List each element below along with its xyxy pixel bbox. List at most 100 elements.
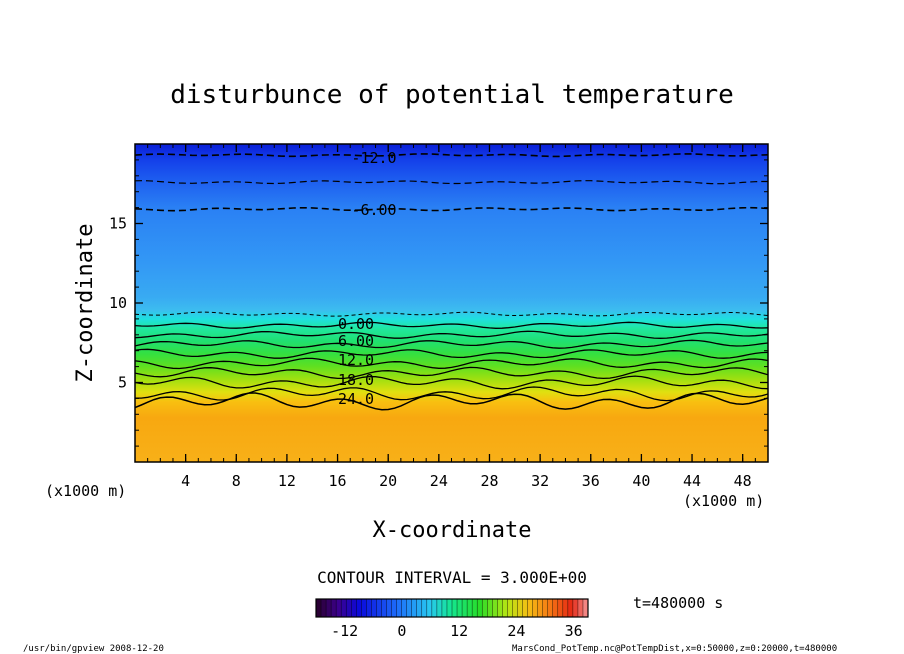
colorbar-cell (371, 599, 377, 617)
colorbar-cell (522, 599, 528, 617)
colorbar (315, 599, 589, 617)
colorbar-cell (351, 599, 357, 617)
colorbar-cell (316, 599, 322, 617)
colorbar-tick-label: 24 (507, 622, 525, 640)
colorbar-cell (401, 599, 408, 617)
contour-label-0: 0.00 (338, 315, 374, 333)
x-tick-label: 20 (379, 472, 397, 490)
colorbar-cell (557, 599, 564, 617)
x-tick-label: 8 (232, 472, 241, 490)
colorbar-cell (507, 599, 513, 617)
x-tick-label: 32 (531, 472, 549, 490)
colorbar-tick-label: 36 (565, 622, 583, 640)
colorbar-cell (472, 599, 478, 617)
contour-label-18: 18.0 (338, 371, 374, 389)
colorbar-cell (446, 599, 453, 617)
colorbar-cell (421, 599, 428, 617)
colorbar-cell (527, 599, 533, 617)
colorbar-cell (482, 599, 488, 617)
contour-label-minus12: -12.0 (351, 149, 396, 167)
x-tick-label: 12 (278, 472, 296, 490)
colorbar-cell (457, 599, 463, 617)
colorbar-cell (396, 599, 403, 617)
colorbar-cell (537, 599, 544, 617)
x-tick-label: 16 (329, 472, 347, 490)
contour-label-6: 6.00 (338, 332, 374, 350)
footer-right: MarsCond_PotTemp.nc@PotTempDist,x=0:5000… (512, 644, 837, 654)
contour-line (135, 392, 768, 411)
footer-left: /usr/bin/gpview 2008-12-20 (23, 644, 164, 654)
contour-field (135, 144, 768, 462)
y-axis: 5 10 15 (109, 215, 768, 392)
x-tick-label: 36 (582, 472, 600, 490)
colorbar-cell (431, 599, 438, 617)
field-fill (135, 144, 768, 462)
colorbar-cell (441, 599, 448, 617)
contour-line (135, 348, 768, 359)
contour-label-24: 24.0 (338, 390, 374, 408)
colorbar-cell (532, 599, 539, 617)
colorbar-cell (356, 599, 362, 617)
time-label: t=480000 s (633, 594, 723, 612)
colorbar-cell (391, 599, 397, 617)
contour-lines (135, 153, 768, 411)
x-axis-label: X-coordinate (373, 518, 532, 543)
colorbar-cell (487, 599, 493, 617)
contour-line (135, 330, 768, 339)
colorbar-cell (467, 599, 473, 617)
colorbar-cell (462, 599, 468, 617)
chart-title: disturbunce of potential temperature (170, 80, 734, 110)
contour-line (135, 321, 768, 329)
x-tick-label: 40 (632, 472, 650, 490)
x-tick-label: 4 (181, 472, 190, 490)
colorbar-cell (336, 599, 342, 617)
contour-line (135, 311, 768, 317)
colorbar-cell (426, 599, 433, 617)
x-tick-label: 28 (480, 472, 498, 490)
x-unit-left: (x1000 m) (45, 482, 126, 500)
colorbar-cell (502, 599, 508, 617)
x-axis: 4 8 12 16 20 24 28 32 36 40 44 48 (181, 144, 752, 490)
colorbar-cell (577, 599, 584, 617)
colorbar-cell (341, 599, 347, 617)
colorbar-cell (376, 599, 382, 617)
colorbar-ticks: -12 0 12 24 36 (331, 622, 583, 640)
x-tick-label: 44 (683, 472, 701, 490)
colorbar-cell (331, 599, 337, 617)
colorbar-cell (361, 599, 367, 617)
contour-labels: -12.0 -6.00 0.00 6.00 12.0 18.0 24.0 (338, 149, 397, 408)
contour-line (135, 180, 768, 185)
colorbar-cell (582, 599, 589, 617)
contour-line (135, 357, 768, 370)
x-unit-right: (x1000 m) (683, 492, 764, 510)
colorbar-tick-label: -12 (331, 622, 358, 640)
contour-label-minus6: -6.00 (351, 201, 396, 219)
colorbar-cell (497, 599, 503, 617)
contour-label-12: 12.0 (338, 351, 374, 369)
colorbar-cell (366, 599, 372, 617)
colorbar-cell (326, 599, 332, 617)
colorbar-cell (381, 599, 387, 617)
colorbar-cell (572, 599, 579, 617)
colorbar-cell (562, 599, 569, 617)
contour-line (135, 206, 768, 212)
colorbar-cell (321, 599, 327, 617)
contour-line (135, 386, 768, 402)
x-tick-label: 24 (430, 472, 448, 490)
colorbar-cell (436, 599, 443, 617)
colorbar-cell (452, 599, 458, 617)
y-axis-label: Z-coordinate (73, 224, 98, 383)
colorbar-cell (346, 599, 352, 617)
y-tick-label: 5 (118, 374, 127, 392)
contour-interval: CONTOUR INTERVAL = 3.000E+00 (317, 568, 587, 587)
y-tick-label: 15 (109, 215, 127, 233)
colorbar-frame (315, 598, 589, 618)
contour-line (135, 375, 768, 390)
colorbar-cell (552, 599, 559, 617)
contour-line (135, 366, 768, 380)
contour-line (135, 339, 768, 349)
colorbar-cell (542, 599, 549, 617)
colorbar-cell (517, 599, 523, 617)
colorbar-cell (492, 599, 498, 617)
